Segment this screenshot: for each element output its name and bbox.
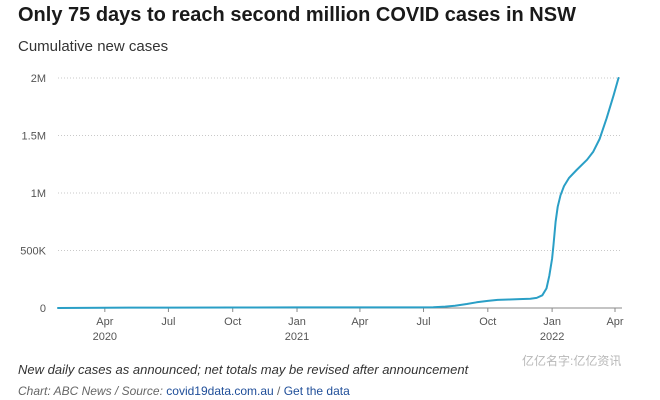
- chart-credit: Chart: ABC News / Source: covid19data.co…: [18, 384, 350, 398]
- y-tick-label: 500K: [20, 246, 46, 258]
- cumulative-cases-line: [57, 77, 620, 309]
- y-tick-label: 2M: [31, 73, 46, 85]
- x-tick-label: Jan: [288, 316, 306, 328]
- y-tick-label: 1.5M: [22, 131, 46, 143]
- x-tick-label: Oct: [479, 316, 496, 328]
- x-tick-label: Oct: [224, 316, 241, 328]
- y-tick-label: 1M: [31, 188, 46, 200]
- chart-title: Only 75 days to reach second million COV…: [18, 4, 576, 26]
- chart-subtitle: Cumulative new cases: [18, 38, 169, 55]
- x-tick-label: Apr: [606, 316, 623, 328]
- watermark: 亿亿名字:亿亿资讯: [522, 354, 622, 368]
- credit-separator: /: [273, 384, 284, 398]
- x-tick-year-label: 2022: [540, 331, 564, 343]
- get-the-data-link[interactable]: Get the data: [283, 384, 350, 398]
- line-chart: 0 500K 1M 1.5M 2M Apr 2020 Jul Oct Jan 2021 Apr Jul O…: [20, 73, 624, 343]
- x-tick-label: Jul: [416, 316, 430, 328]
- y-tick-label: 0: [40, 303, 46, 315]
- x-tick-label: Apr: [96, 316, 113, 328]
- x-tick-label: Jul: [161, 316, 175, 328]
- chart-footnote: New daily cases as announced; net totals…: [18, 362, 469, 377]
- credit-prefix: Chart: ABC News / Source:: [18, 384, 167, 398]
- x-tick-year-label: 2020: [93, 331, 117, 343]
- source-link[interactable]: covid19data.com.au: [166, 384, 274, 398]
- x-tick-year-label: 2021: [285, 331, 309, 343]
- x-tick-label: Apr: [351, 316, 368, 328]
- x-tick-label: Jan: [543, 316, 561, 328]
